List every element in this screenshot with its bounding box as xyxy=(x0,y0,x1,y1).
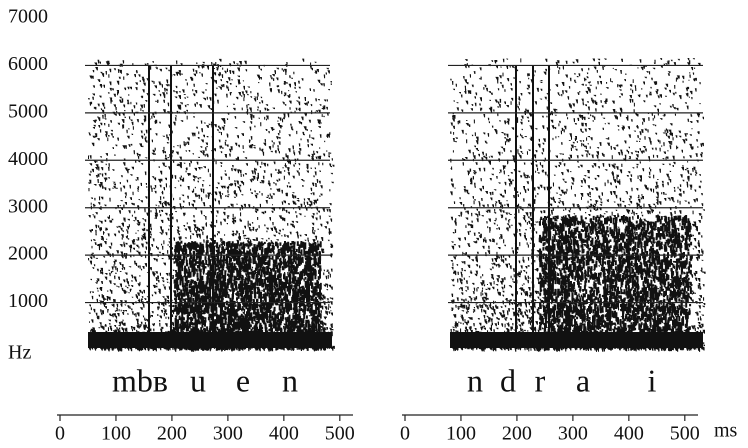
x-tick-label: 200 xyxy=(502,423,532,445)
y-tick-label: 4000 xyxy=(8,148,48,170)
x-tick-label: 500 xyxy=(325,423,355,445)
y-tick-label: 2000 xyxy=(8,243,48,265)
burst xyxy=(170,65,172,348)
segment-label: i xyxy=(648,362,657,398)
burst xyxy=(212,65,214,348)
x-tick-label: 0 xyxy=(55,423,65,445)
segment-label: a xyxy=(576,362,590,398)
x-tick-label: 300 xyxy=(213,423,243,445)
segment-label: n xyxy=(467,362,483,398)
x-tick-label: 0 xyxy=(400,423,410,445)
spectrogram-floor xyxy=(88,332,332,348)
y-tick-label: 3000 xyxy=(8,195,48,217)
segment-label: d xyxy=(500,362,516,398)
x-axis-label: ms xyxy=(714,420,738,442)
x-tick-label: 200 xyxy=(157,423,187,445)
burst xyxy=(548,65,550,348)
segment-label: n xyxy=(282,362,298,398)
x-tick-label: 100 xyxy=(446,423,476,445)
y-axis-label: Hz xyxy=(8,342,31,364)
spectrogram-floor xyxy=(450,332,703,348)
segment-label: mbʙ xyxy=(112,362,168,398)
x-tick-label: 400 xyxy=(269,423,299,445)
y-tick-label: 6000 xyxy=(8,53,48,75)
y-tick-label: 5000 xyxy=(8,100,48,122)
y-tick-label: 1000 xyxy=(8,290,48,312)
burst xyxy=(515,65,517,348)
x-tick-label: 400 xyxy=(614,423,644,445)
x-tick-label: 300 xyxy=(558,423,588,445)
burst xyxy=(532,65,534,348)
segment-label: u xyxy=(190,362,206,398)
segment-label: e xyxy=(236,362,250,398)
spectrogram-texture xyxy=(450,58,706,352)
burst xyxy=(148,65,150,348)
y-tick-label: 7000 xyxy=(8,6,48,28)
segment-label: r xyxy=(535,362,546,398)
x-tick-label: 500 xyxy=(670,423,700,445)
x-tick-label: 100 xyxy=(101,423,131,445)
spectrogram-texture xyxy=(88,58,335,352)
